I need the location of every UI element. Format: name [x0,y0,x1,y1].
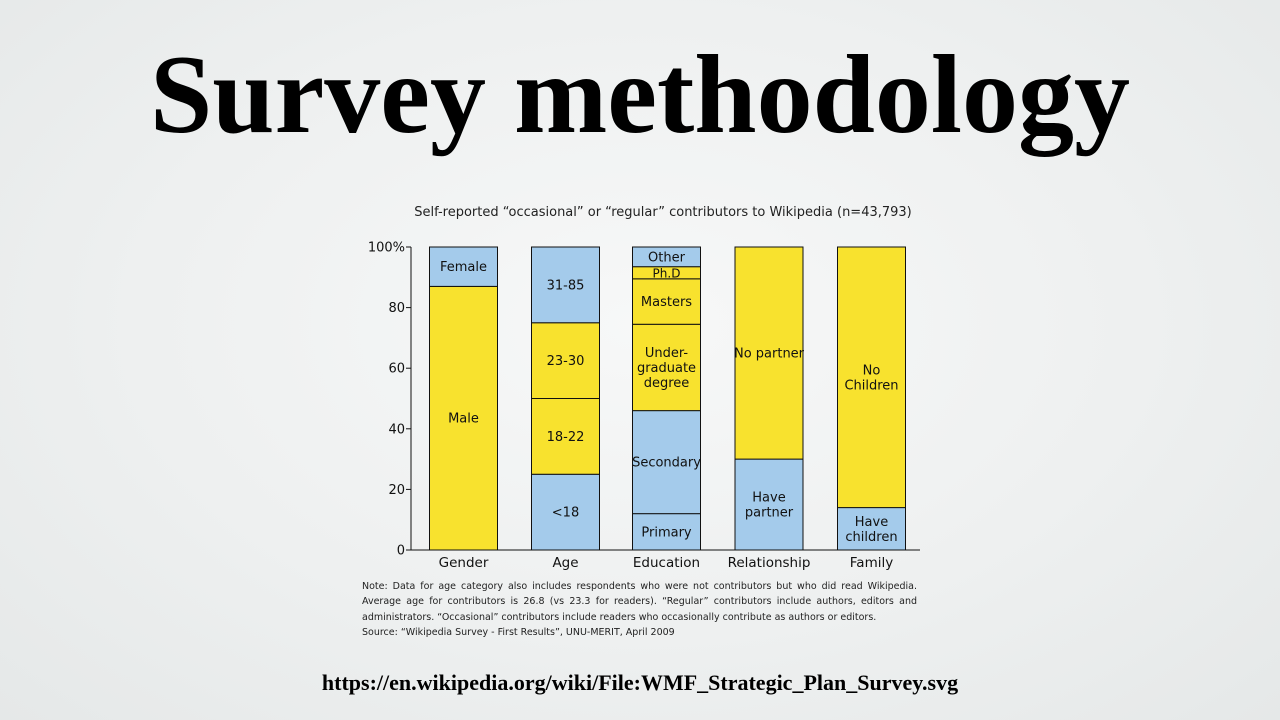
source-url: https://en.wikipedia.org/wiki/File:WMF_S… [321,670,959,695]
x-tick-label: Age [552,555,578,571]
bar-segment [632,278,701,325]
segment-label: 31-85 [547,278,585,293]
segment-label: partner [745,506,794,521]
y-tick-label: 80 [388,301,405,316]
segment-label: Have [855,515,888,530]
segment-label: 23-30 [547,354,585,369]
y-tick-label: 0 [397,544,405,559]
bars-layer: Male Female <18 18-22 23-30 31-85 Primary Secon… [429,246,906,551]
segment-label: Other [648,250,686,265]
bar-segment [734,246,804,460]
chart-title: Self-reported “occasional” or “regular” … [414,205,912,220]
segment-label: Children [844,378,898,393]
x-axis: Gender Age Education Relationship Family [439,555,894,571]
segment-label: No partner [734,347,805,362]
bar-segment [531,246,600,324]
note-text: Note: Data for age category also include… [362,581,917,623]
y-tick-label: 100% [368,241,405,256]
segment-label: <18 [552,506,579,521]
segment-label: Primary [641,525,692,540]
bar-segment [632,323,701,412]
slide-title: Survey methodology [150,33,1130,157]
bar-segment [734,458,804,551]
bar-segment [632,246,701,268]
source-text: Source: “Wikipedia Survey - First Result… [362,626,675,638]
x-tick-label: Education [633,555,700,571]
bar-segment [531,322,600,399]
bar-segment [837,246,906,509]
segment-label: Masters [641,295,692,310]
bar-age: <18 18-22 23-30 31-85 [531,246,600,551]
bar-gender: Male Female [429,246,498,551]
segment-label: Have [752,491,785,506]
x-tick-label: Gender [439,555,489,571]
y-tick-label: 20 [388,483,405,498]
segment-label: Female [440,260,487,275]
segment-label: 18-22 [547,430,585,445]
y-tick-label: 60 [388,362,405,377]
segment-label: Under- [645,346,689,361]
chart-note: Note: Data for age category also include… [362,579,917,640]
segment-label: Secondary [632,456,701,471]
segment-label: Ph.D [653,266,681,280]
x-tick-label: Family [850,555,893,571]
segment-label: graduate [637,361,696,376]
x-tick-label: Relationship [728,555,811,571]
y-tick-label: 40 [388,422,405,437]
y-axis: 0 20 40 60 80 100% [368,241,920,559]
bar-segment [429,246,498,287]
bar-segment [531,473,600,551]
segment-label: children [845,530,897,545]
segment-label: No [863,363,881,378]
segment-label: Male [448,412,479,427]
segment-label: degree [644,376,690,391]
bar-segment [531,398,600,475]
bar-segment [429,285,498,551]
